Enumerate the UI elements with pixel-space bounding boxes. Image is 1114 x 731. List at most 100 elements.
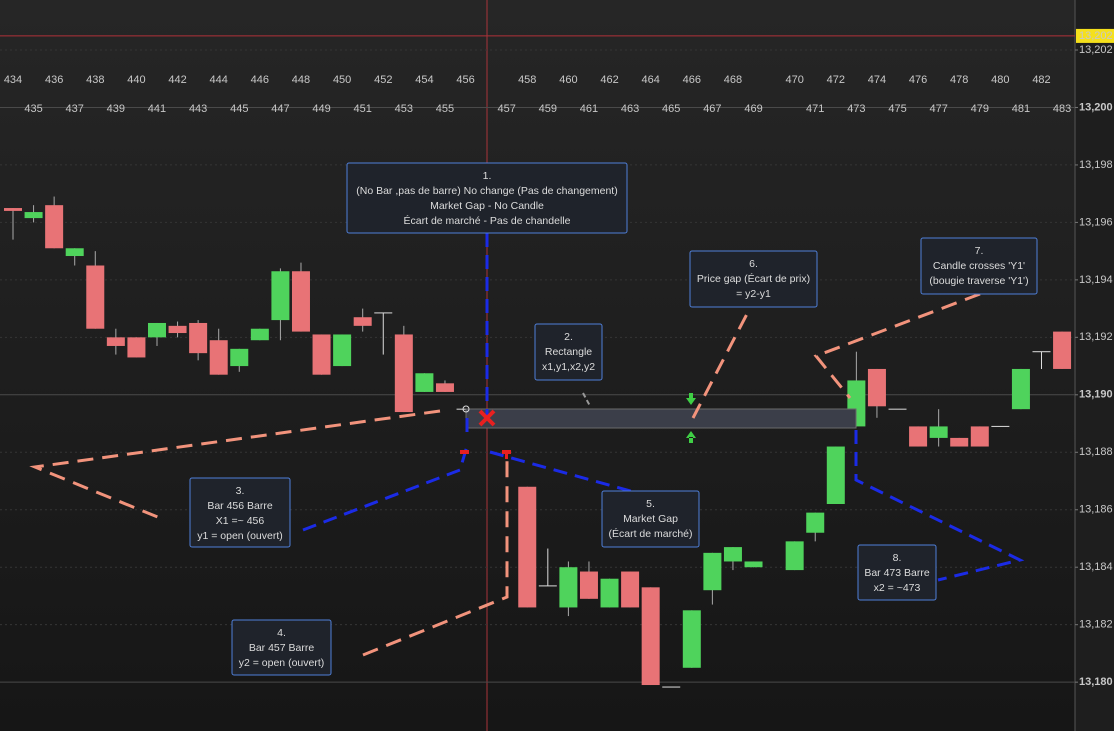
candle-body [435,383,454,392]
anchor-point [462,405,470,413]
x-tick-label: 448 [292,74,310,86]
last-price-tag [1076,28,1114,43]
candle-body [271,271,290,321]
y-tick-label: 13,188 [1079,446,1113,458]
x-tick-label: 439 [107,103,125,115]
candle-body [518,486,537,608]
x-tick-label: 452 [374,74,392,86]
y-tick-label: 13,200 [1079,101,1113,113]
annotation-text: 1. [483,170,492,182]
x-tick-label: 455 [436,103,454,115]
annotation-box [857,544,937,601]
x-tick-label: 461 [580,103,598,115]
candle-body [909,426,928,447]
x-tick-label: 441 [148,103,166,115]
y-tick-label: 13,180 [1079,676,1113,688]
annotation-text: Rectangle [545,346,592,358]
annotation-text: 8. [893,552,902,564]
candle-body [168,325,187,334]
last-price-label: 13,202 [1079,30,1113,42]
x-tick-label: 475 [888,103,906,115]
x-tick-label: 456 [456,74,474,86]
annotation-text: (Écart de marché) [608,527,692,540]
x-tick-label: 473 [847,103,865,115]
candle-body [250,328,269,341]
x-tick-label: 481 [1012,103,1030,115]
annotation-text: (No Bar ,pas de barre) No change (Pas de… [356,185,617,197]
candle-body [230,348,249,367]
annotation-text: 4. [277,627,286,639]
candle-body [662,686,681,688]
candle-body [579,571,598,599]
x-tick-label: 476 [909,74,927,86]
y-tick-label: 13,202 [1079,44,1113,56]
annotation-text: Écart de marché - Pas de chandelle [404,214,571,227]
annotation-box [689,250,818,308]
x-tick-label: 470 [785,74,803,86]
y-tick-label: 13,198 [1079,159,1113,171]
annotation-text: Bar 457 Barre [249,642,315,654]
candles [4,196,1072,688]
salmon-dash [813,292,981,399]
annotation-text: Market Gap [623,513,678,525]
y-tick-label: 13,190 [1079,389,1113,401]
x-marker [478,409,496,427]
candle-body [950,437,969,447]
annotations: 1. (No Bar ,pas de barre) No change (Pas … [189,162,1038,676]
y-tick-label: 13,184 [1079,561,1113,573]
salmon-dash [691,311,750,419]
x-tick-label: 464 [641,74,659,86]
x-tick-label: 451 [354,103,372,115]
candle-body [1032,351,1051,353]
x-tick-label: 458 [518,74,536,86]
x-tick-label: 442 [168,74,186,86]
axis: 13,180 13,182 13,184 13,186 13,188 13,190 13,1… [4,28,1114,688]
y-tick-label: 13,182 [1079,619,1113,631]
annotation-text: X1 =~ 456 [216,515,265,527]
x-tick-label: 444 [210,74,228,86]
candle-body [600,578,619,608]
x-tick-label: 479 [971,103,989,115]
x-tick-label: 447 [271,103,289,115]
gap-rectangle [465,408,857,429]
candle-body [189,322,208,354]
x-tick-label: 450 [333,74,351,86]
annotation-text: (bougie traverse 'Y1') [929,275,1028,287]
annotation-text: x1,y1,x2,y2 [542,361,595,373]
candle-body [394,334,413,413]
blue-dash [854,430,1025,582]
up-arrow [686,431,696,443]
candle-body [621,571,640,608]
x-tick-label: 463 [621,103,639,115]
annotation-text: Market Gap - No Candle [430,200,544,212]
x-tick-label: 434 [4,74,22,86]
x-tick-label: 440 [127,74,145,86]
candle-body [723,547,742,562]
x-tick-label: 436 [45,74,63,86]
x-tick-label: 482 [1032,74,1050,86]
x-tick-label: 467 [703,103,721,115]
annotation-text: Bar 473 Barre [864,567,930,579]
annotation-box [601,490,700,548]
annotation-box [534,323,603,381]
candle-body [45,205,64,249]
blue-dash [489,450,653,499]
candle-body [806,512,825,533]
candle-body [65,248,84,257]
x-tick-label: 462 [600,74,618,86]
annotation-text: 3. [236,485,245,497]
candle-body [209,340,228,375]
x-tick-label: 438 [86,74,104,86]
x-tick-label: 454 [415,74,433,86]
salmon-dash [362,455,509,657]
candle-body [291,271,310,332]
annotation-box [189,477,291,548]
candle-body [785,541,804,571]
annotation-text: Price gap (Écart de prix) [697,272,810,285]
candle-body [888,408,907,410]
candle-body [333,334,352,367]
candle-body [538,585,557,587]
x-tick-label: 460 [559,74,577,86]
x-tick-label: 445 [230,103,248,115]
